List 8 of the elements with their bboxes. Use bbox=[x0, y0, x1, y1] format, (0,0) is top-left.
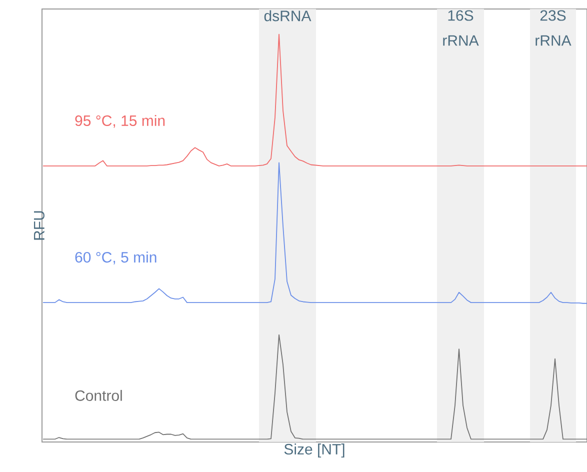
x-axis-title: Size [NT] bbox=[284, 444, 344, 458]
text: dsRNA bbox=[264, 10, 312, 22]
annotation: 16S rRNA bbox=[443, 10, 479, 46]
annotation: 23S rRNA bbox=[536, 10, 572, 46]
series-label: 60 °C, 5 min bbox=[75, 252, 156, 264]
text: 95 °C, 15 min bbox=[75, 114, 165, 128]
y-axis-title: RFU bbox=[34, 211, 44, 240]
text: Control bbox=[75, 390, 122, 401]
